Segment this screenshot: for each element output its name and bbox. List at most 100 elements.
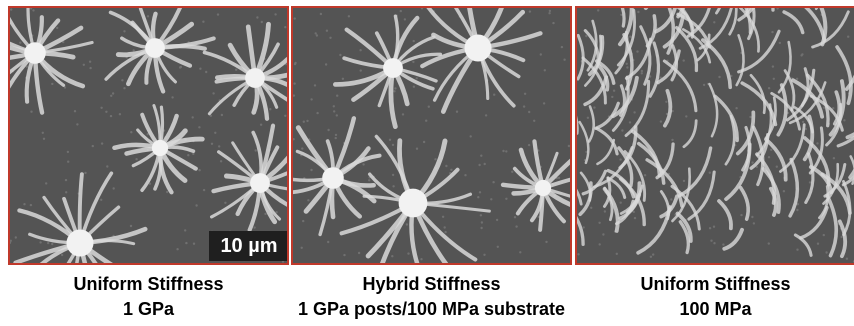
fiber bbox=[808, 165, 834, 195]
fiber bbox=[751, 125, 765, 187]
fiber bbox=[577, 188, 583, 206]
fiber bbox=[626, 181, 642, 215]
fiber bbox=[828, 79, 846, 137]
scale-bar: 10 µm bbox=[209, 231, 287, 261]
fiber bbox=[832, 90, 842, 126]
fiber bbox=[764, 96, 777, 140]
fiber bbox=[818, 185, 830, 220]
fiber bbox=[745, 8, 752, 13]
fiber bbox=[837, 219, 848, 259]
sem-image-uniform-1gpa: 10 µm bbox=[8, 6, 289, 265]
fiber bbox=[606, 176, 627, 199]
fiber bbox=[677, 146, 713, 198]
fiber bbox=[793, 233, 813, 257]
fiber bbox=[825, 194, 839, 258]
fiber bbox=[811, 10, 850, 49]
caption-uniform-100mpa: Uniform Stiffness 100 MPa bbox=[575, 272, 854, 322]
fiber bbox=[617, 146, 634, 188]
fiber bbox=[577, 216, 585, 247]
fiber-bundle bbox=[293, 116, 382, 237]
fiber-bundles-image bbox=[293, 8, 570, 263]
fiber bbox=[675, 211, 693, 243]
caption-title: Hybrid Stiffness bbox=[362, 274, 501, 294]
fiber bbox=[611, 75, 639, 119]
fiber bbox=[724, 114, 736, 166]
fiber bbox=[587, 35, 605, 77]
fiber bbox=[656, 49, 681, 85]
fiber bbox=[782, 10, 805, 35]
fiber bbox=[645, 14, 657, 48]
fiber bbox=[603, 186, 614, 222]
fiber bbox=[666, 8, 675, 55]
fiber bbox=[822, 162, 840, 205]
fiber bbox=[805, 73, 830, 128]
fiber bbox=[804, 152, 815, 204]
caption-subtitle: 1 GPa posts/100 MPa substrate bbox=[297, 299, 566, 319]
fiber bbox=[708, 82, 719, 138]
caption-uniform-1gpa: Uniform Stiffness 1 GPa bbox=[8, 272, 289, 322]
fiber bbox=[769, 186, 778, 217]
caption-subtitle: 1 GPa bbox=[122, 299, 175, 319]
fiber bbox=[755, 152, 777, 205]
fiber-bundle bbox=[10, 8, 94, 115]
fiber-bundle bbox=[104, 8, 216, 94]
caption-subtitle: 100 MPa bbox=[679, 299, 752, 319]
fiber bbox=[682, 119, 698, 149]
fiber bbox=[583, 75, 609, 107]
fiber-bundle bbox=[209, 123, 287, 232]
fiber bbox=[845, 132, 854, 140]
fiber bbox=[735, 110, 756, 156]
fiber bbox=[594, 101, 620, 130]
fiber bbox=[595, 126, 619, 156]
fiber-bundles-image bbox=[10, 8, 287, 263]
fiber bbox=[848, 167, 854, 180]
fiber bbox=[619, 84, 627, 117]
fiber bbox=[654, 8, 677, 34]
fiber-bundle bbox=[339, 134, 491, 263]
fiber bbox=[717, 199, 733, 231]
fiber bbox=[741, 125, 752, 172]
fiber bbox=[764, 137, 788, 182]
fiber bbox=[738, 8, 760, 53]
fiber bbox=[777, 40, 792, 94]
fiber bbox=[587, 105, 596, 143]
fiber bbox=[581, 169, 607, 196]
fiber bbox=[659, 194, 679, 219]
fiber bbox=[799, 205, 829, 240]
fiber bbox=[788, 157, 800, 218]
fiber bbox=[802, 114, 815, 162]
caption-title: Uniform Stiffness bbox=[73, 274, 224, 294]
caption-hybrid: Hybrid Stiffness 1 GPa posts/100 MPa sub… bbox=[291, 272, 572, 322]
sem-image-uniform-100mpa bbox=[575, 6, 854, 265]
fiber bbox=[603, 176, 612, 208]
fiber bbox=[747, 8, 756, 41]
fiber bbox=[791, 78, 825, 119]
sem-image-hybrid bbox=[291, 6, 572, 265]
fiber bbox=[674, 25, 699, 73]
fiber bbox=[670, 44, 679, 82]
fiber bbox=[749, 73, 766, 115]
fiber bbox=[715, 8, 722, 15]
fiber bbox=[620, 8, 626, 28]
fiber bbox=[578, 120, 590, 165]
fiber bbox=[836, 135, 854, 148]
fiber bbox=[606, 168, 636, 199]
fiber bbox=[770, 91, 801, 131]
fiber bbox=[586, 19, 598, 72]
caption-title: Uniform Stiffness bbox=[640, 274, 791, 294]
fiber bbox=[636, 141, 666, 185]
fiber bbox=[676, 8, 695, 32]
fiber bbox=[662, 59, 698, 113]
fiber bbox=[783, 69, 796, 112]
fiber-bundle bbox=[202, 21, 287, 121]
fiber bbox=[788, 81, 827, 125]
fiber-bundle bbox=[500, 139, 570, 232]
fiber bbox=[761, 167, 781, 214]
fiber-bundle bbox=[333, 14, 443, 130]
fiber bbox=[849, 155, 854, 185]
fiber bbox=[735, 34, 745, 87]
fiber bbox=[687, 170, 716, 221]
fiber bbox=[670, 184, 701, 231]
fiber bbox=[616, 8, 636, 67]
fiber bbox=[618, 125, 638, 170]
